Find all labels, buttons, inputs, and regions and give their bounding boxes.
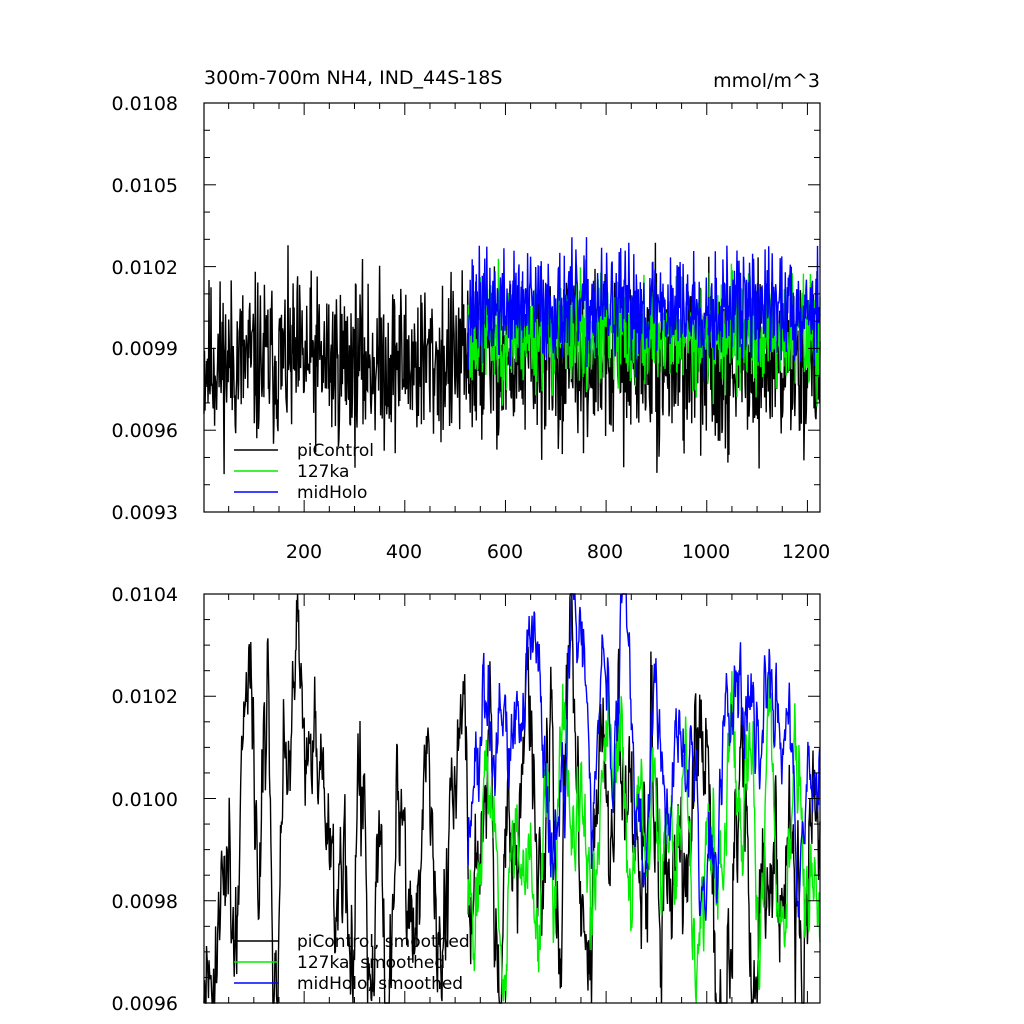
x-tick-label: 1000: [682, 541, 730, 563]
top-panel-y-axis: 0.0093 0.0096 0.0099 0.0102 0.0105 0.010…: [112, 93, 178, 524]
y-tick-label: 0.0104: [112, 584, 178, 606]
legend-label-midholo-smoothed: midHolo, smoothed: [297, 974, 463, 994]
y-tick-label: 0.0105: [112, 175, 178, 197]
y-tick-label: 0.0099: [112, 338, 178, 360]
series-line-midholo-smoothed: [467, 593, 821, 921]
bottom-panel: 0.0096 0.0098 0.0100 0.0102 0.0104 piCon…: [112, 584, 821, 1015]
legend-label-midholo: midHolo: [297, 483, 367, 503]
top-panel-x-axis: 200 400 600 800 1000 1200: [286, 541, 830, 563]
y-tick-label: 0.0108: [112, 93, 178, 115]
x-tick-label: 400: [386, 541, 422, 563]
series-line-127ka: [467, 258, 821, 407]
top-panel-lines: [203, 237, 821, 475]
y-tick-label: 0.0100: [112, 789, 178, 811]
legend-label-picontrol: piControl: [297, 441, 374, 461]
top-panel-frame: [203, 102, 821, 513]
x-tick-label: 1200: [782, 541, 830, 563]
y-tick-label: 0.0102: [112, 257, 178, 279]
bottom-panel-ticks: [204, 593, 820, 1004]
series-line-midholo: [467, 237, 821, 382]
y-tick-label: 0.0098: [112, 891, 178, 913]
top-panel-ticks: [204, 102, 820, 513]
bottom-panel-legend: piControl, smoothed 127ka, smoothed midH…: [234, 932, 470, 994]
legend-label-127ka-smoothed: 127ka, smoothed: [297, 953, 445, 973]
y-tick-label: 0.0093: [112, 502, 178, 524]
x-tick-label: 800: [587, 541, 623, 563]
top-panel-legend: piControl 127ka midHolo: [234, 441, 374, 503]
legend-label-127ka: 127ka: [297, 462, 349, 482]
title-left: 300m-700m NH4, IND_44S-18S: [204, 67, 502, 89]
y-tick-label: 0.0096: [112, 993, 178, 1015]
y-tick-label: 0.0096: [112, 420, 178, 442]
x-tick-label: 600: [487, 541, 523, 563]
title-right: mmol/m^3: [713, 70, 820, 92]
bottom-panel-y-axis: 0.0096 0.0098 0.0100 0.0102 0.0104: [112, 584, 178, 1015]
y-tick-label: 0.0102: [112, 686, 178, 708]
top-panel: 0.0093 0.0096 0.0099 0.0102 0.0105 0.010…: [112, 93, 831, 563]
legend-label-picontrol-smoothed: piControl, smoothed: [297, 932, 470, 952]
x-tick-label: 200: [286, 541, 322, 563]
series-line-127ka-smoothed: [467, 666, 821, 1004]
